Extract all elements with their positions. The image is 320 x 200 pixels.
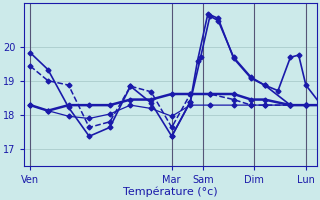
- X-axis label: Température (°c): Température (°c): [124, 187, 218, 197]
